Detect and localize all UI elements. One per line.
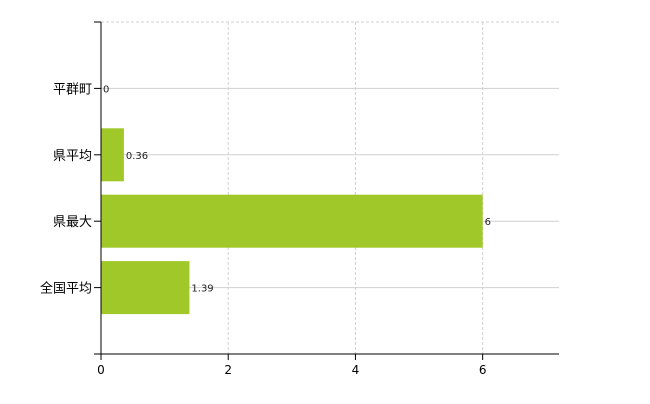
x-tick-label: 6 (479, 363, 487, 377)
x-tick-label: 0 (97, 363, 105, 377)
category-label: 県平均 (53, 149, 92, 164)
category-label: 平群町 (53, 82, 92, 97)
bar-2 (101, 194, 483, 248)
bar-1 (101, 128, 124, 182)
category-label: 県最大 (53, 215, 92, 230)
category-label: 全国平均 (40, 281, 92, 297)
data-label: 1.39 (191, 284, 213, 295)
x-tick-label: 2 (224, 363, 232, 377)
bar-3 (101, 261, 190, 315)
data-label: 0 (103, 84, 109, 95)
x-tick-label: 4 (352, 363, 360, 377)
data-label: 6 (485, 217, 491, 228)
data-label: 0.36 (126, 151, 148, 162)
